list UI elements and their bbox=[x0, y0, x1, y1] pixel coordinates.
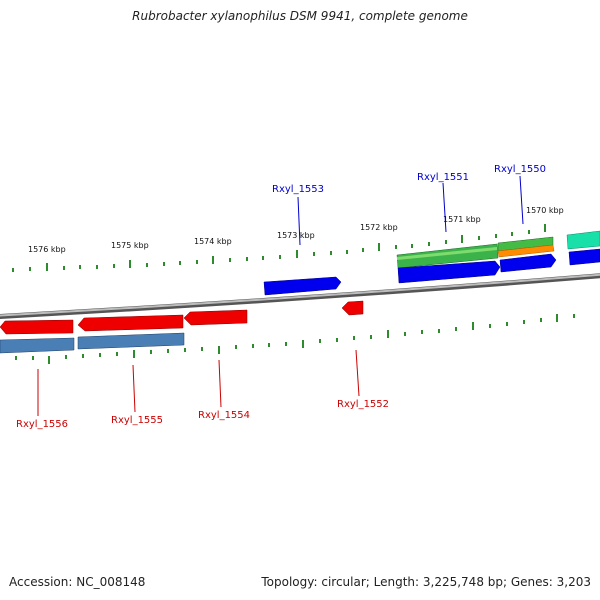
gene-label-rxyl-1552[interactable]: Rxyl_1552 bbox=[337, 399, 389, 410]
gene-arrow-rxyl-1553[interactable] bbox=[263, 276, 342, 296]
kbp-label: 1576 kbp bbox=[28, 245, 66, 254]
kbp-label: 1574 kbp bbox=[194, 237, 232, 246]
minus-strand-genes bbox=[0, 300, 364, 354]
plus-strand-genes bbox=[263, 230, 600, 296]
inner-tick-ring bbox=[15, 314, 575, 364]
gene-highlight bbox=[397, 247, 497, 260]
kbp-label: 1572 kbp bbox=[360, 223, 398, 232]
gene-label-rxyl-1550[interactable]: Rxyl_1550 bbox=[494, 164, 546, 175]
kbp-label: 1575 kbp bbox=[111, 241, 149, 250]
gene-arrow-orange[interactable] bbox=[497, 244, 555, 258]
gene-label-rxyl-1551[interactable]: Rxyl_1551 bbox=[417, 172, 469, 183]
gene-arrow-teal[interactable] bbox=[566, 230, 600, 250]
kbp-label: 1570 kbp bbox=[526, 206, 564, 215]
gene-label-rxyl-1555[interactable]: Rxyl_1555 bbox=[111, 415, 163, 426]
topology-text: Topology: circular; Length: 3,225,748 bp… bbox=[261, 575, 591, 589]
gene-arrow-rxyl-1552[interactable] bbox=[341, 300, 364, 316]
gene-label-rxyl-1556[interactable]: Rxyl_1556 bbox=[16, 419, 68, 430]
accession-text: Accession: NC_008148 bbox=[9, 575, 146, 589]
gene-arrow-blue[interactable] bbox=[397, 260, 501, 284]
callout-line bbox=[355, 349, 360, 397]
callout-line bbox=[297, 196, 301, 246]
gene-arrow-blue[interactable] bbox=[499, 253, 557, 273]
gene-label-rxyl-1554[interactable]: Rxyl_1554 bbox=[198, 410, 250, 421]
gene-arrow-blue[interactable] bbox=[568, 248, 600, 266]
gene-arrow-rxyl-1556[interactable] bbox=[0, 319, 74, 335]
outer-tick-ring bbox=[12, 224, 546, 272]
callout-line bbox=[218, 359, 222, 408]
kbp-label: 1571 kbp bbox=[443, 215, 481, 224]
gene-label-rxyl-1553[interactable]: Rxyl_1553 bbox=[272, 184, 324, 195]
callout-line bbox=[442, 182, 447, 233]
backbone-highlight bbox=[0, 273, 600, 317]
gene-arrow-steelblue[interactable] bbox=[77, 332, 185, 350]
callout-line bbox=[132, 364, 136, 413]
kbp-label: 1573 kbp bbox=[277, 231, 315, 240]
gene-arrow-steelblue[interactable] bbox=[0, 337, 75, 354]
callout-line bbox=[519, 175, 524, 225]
gene-arrow-rxyl-1554[interactable] bbox=[183, 309, 248, 326]
map-title: Rubrobacter xylanophilus DSM 9941, compl… bbox=[132, 9, 468, 23]
gene-arrow-rxyl-1555[interactable] bbox=[77, 314, 184, 332]
